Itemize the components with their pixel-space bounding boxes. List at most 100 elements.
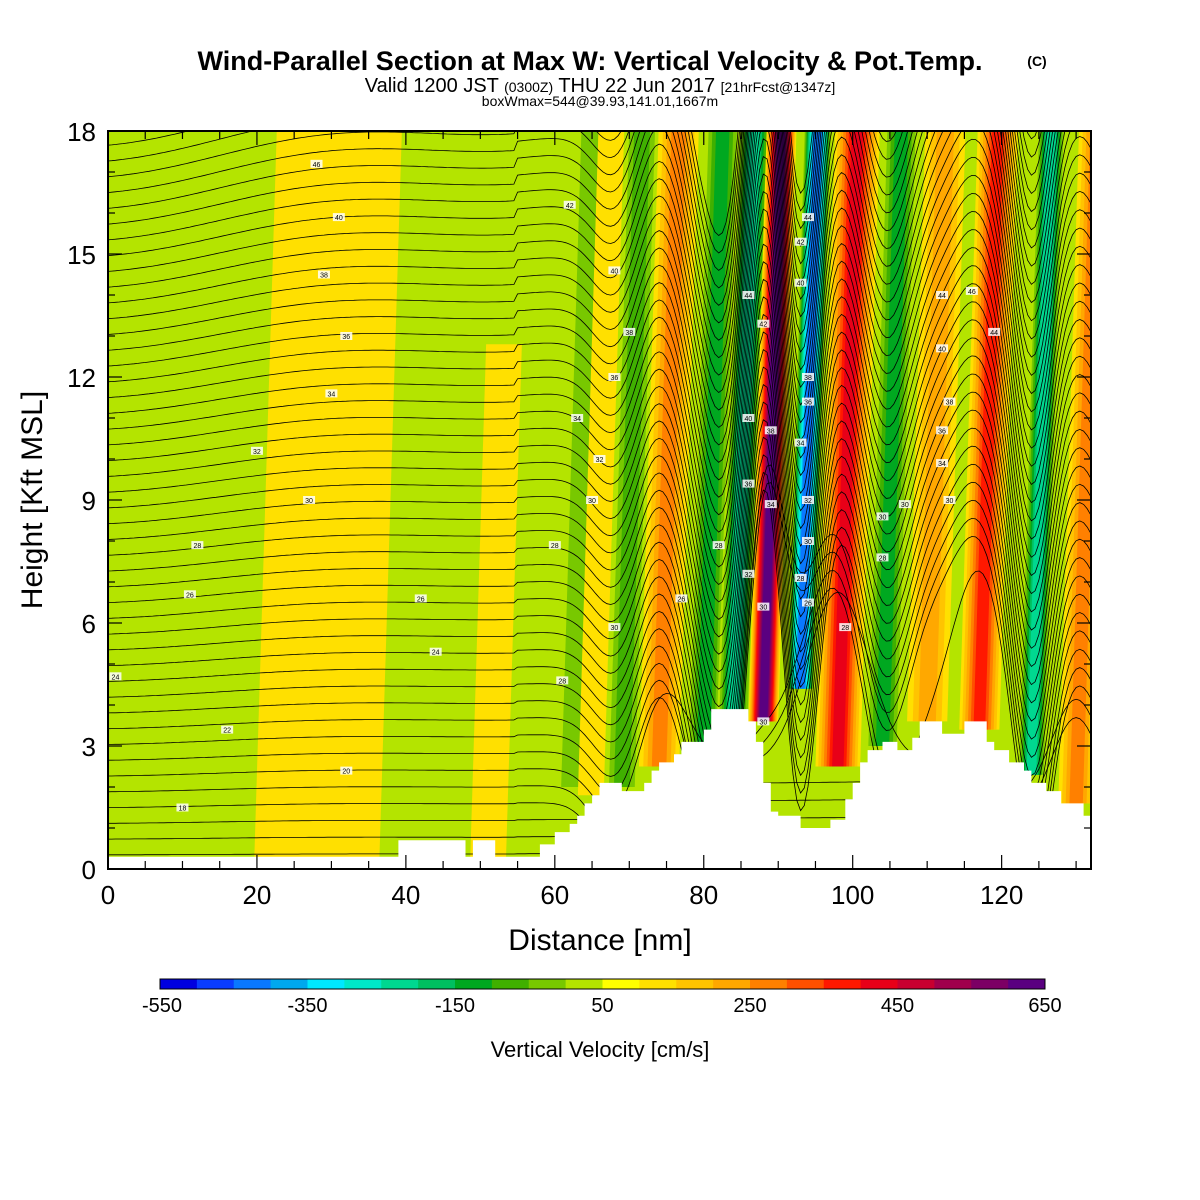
isentrope-label: 34 [573,416,581,423]
x-tick-label: 60 [540,880,569,910]
isentrope-label-bg [802,213,815,222]
isentrope-label-bg [802,598,815,607]
isentrope-label: 30 [901,502,909,509]
isentrope-label: 30 [305,498,313,505]
isentrope-label-bg [563,200,576,209]
isentrope-label: 38 [625,330,633,337]
isentrope-line [108,131,1091,481]
isentrope-line [108,278,1091,638]
isentrope-label: 36 [938,428,946,435]
isentrope-label-bg [250,446,263,455]
velocity-band [875,131,909,746]
info-line: boxWmax=544@39.93,141.01,1667m [482,93,718,109]
isentrope-label-bg [608,373,621,381]
chart-title: Wind-Parallel Section at Max W: Vertical… [198,46,983,76]
isentrope-label: 38 [767,428,775,435]
isentrope-line [108,131,1054,324]
y-tick-label: 0 [82,855,96,885]
isentrope-label-bg [221,725,234,734]
y-tick-label: 12 [67,363,96,393]
isentrope-label: 36 [342,334,350,341]
isentrope-line [108,131,1048,289]
colorbar-swatch [971,979,1009,989]
colorbar-frame [159,978,1046,990]
isentrope-line [108,131,1066,394]
isentrope-line [108,190,1091,551]
velocity-band [918,131,955,722]
colorbar-tick-label: 50 [591,995,613,1017]
velocity-band [469,344,522,869]
isentrope-line [108,570,1091,831]
colorbar-label: Vertical Velocity [cm/s] [491,1037,710,1062]
x-tick-label: 0 [101,880,115,910]
colorbar-swatch [565,979,603,989]
isentrope-label-bg [757,602,770,611]
isentrope-label-bg [876,553,889,562]
isentrope-label-bg [429,647,442,656]
isentrope-label-bg [802,496,815,504]
isentrope-label: 46 [313,162,321,169]
isentrope-label-bg [183,590,196,599]
isentrope-label: 36 [610,375,618,382]
colorbar-swatch [270,979,308,989]
chart-title-mark: (C) [1027,53,1046,69]
colorbar-tick-label: 250 [733,995,766,1017]
isentrope-label: 28 [879,555,887,562]
isentrope-label-bg [310,159,323,168]
y-tick-label: 18 [67,117,96,147]
colorbar-tick-label: -350 [287,995,327,1017]
isentrope-label-bg [109,672,122,681]
y-tick-label: 3 [82,732,96,762]
y-tick-label: 15 [67,240,96,270]
isentrope-label-bg [742,479,755,488]
isentrope-label: 26 [678,596,686,603]
isentrope-line [108,313,1091,673]
isentrope-label-bg [943,397,956,406]
isentrope-line [108,131,1091,446]
isentrope-label: 44 [745,293,753,300]
isentrope-line [108,454,1091,812]
isentrope-label: 40 [610,268,618,275]
isentrope-label-bg [571,414,584,422]
isentrope-label-bg [802,373,815,381]
isentrope-line [108,366,1091,725]
isentrope-label: 36 [745,482,753,489]
isentrope-label-bg [936,426,949,435]
isentrope-label-bg [988,327,1001,336]
isentrope-label: 32 [745,572,753,579]
isentrope-label: 26 [186,592,194,599]
isentrope-label: 18 [179,806,187,813]
isentrope-label-bg [802,397,815,406]
colorbar-swatch [897,979,935,989]
velocity-band [832,131,864,767]
isentrope-line [108,155,1091,516]
colorbar-swatch [491,979,530,989]
isentrope-label: 34 [797,441,805,448]
isentrope-label: 42 [759,322,767,329]
isentrope-label-bg [936,459,949,468]
isentrope-label: 40 [335,215,343,222]
velocity-band [796,131,822,689]
isentrope-label-bg [586,496,599,504]
isentrope-label-bg [742,569,755,578]
colorbar-tick-label: -550 [142,995,182,1017]
isentrope-line [108,464,1091,865]
subtitle-valid: Valid 1200 JST [365,75,499,97]
colorbar-swatch [750,979,788,989]
isentrope-label: 28 [193,543,201,550]
isentrope-label: 44 [804,215,812,222]
colorbar-tick-label: 650 [1028,995,1061,1017]
isentrope-label: 28 [715,543,723,550]
isentrope-label-bg [608,266,621,275]
isentrope-label: 26 [417,596,425,603]
velocity-band [697,131,730,746]
isentrope-line [108,348,1091,708]
colorbar-swatch [823,979,862,989]
colorbar-swatch [418,979,456,989]
isentrope-line [108,173,1091,533]
colorbar-swatch [602,979,640,989]
isentrope-label-bg [675,594,688,603]
isentrope-label: 32 [596,457,604,464]
isentrope-label-bg [325,389,338,398]
isentrope-label-bg [742,291,755,299]
